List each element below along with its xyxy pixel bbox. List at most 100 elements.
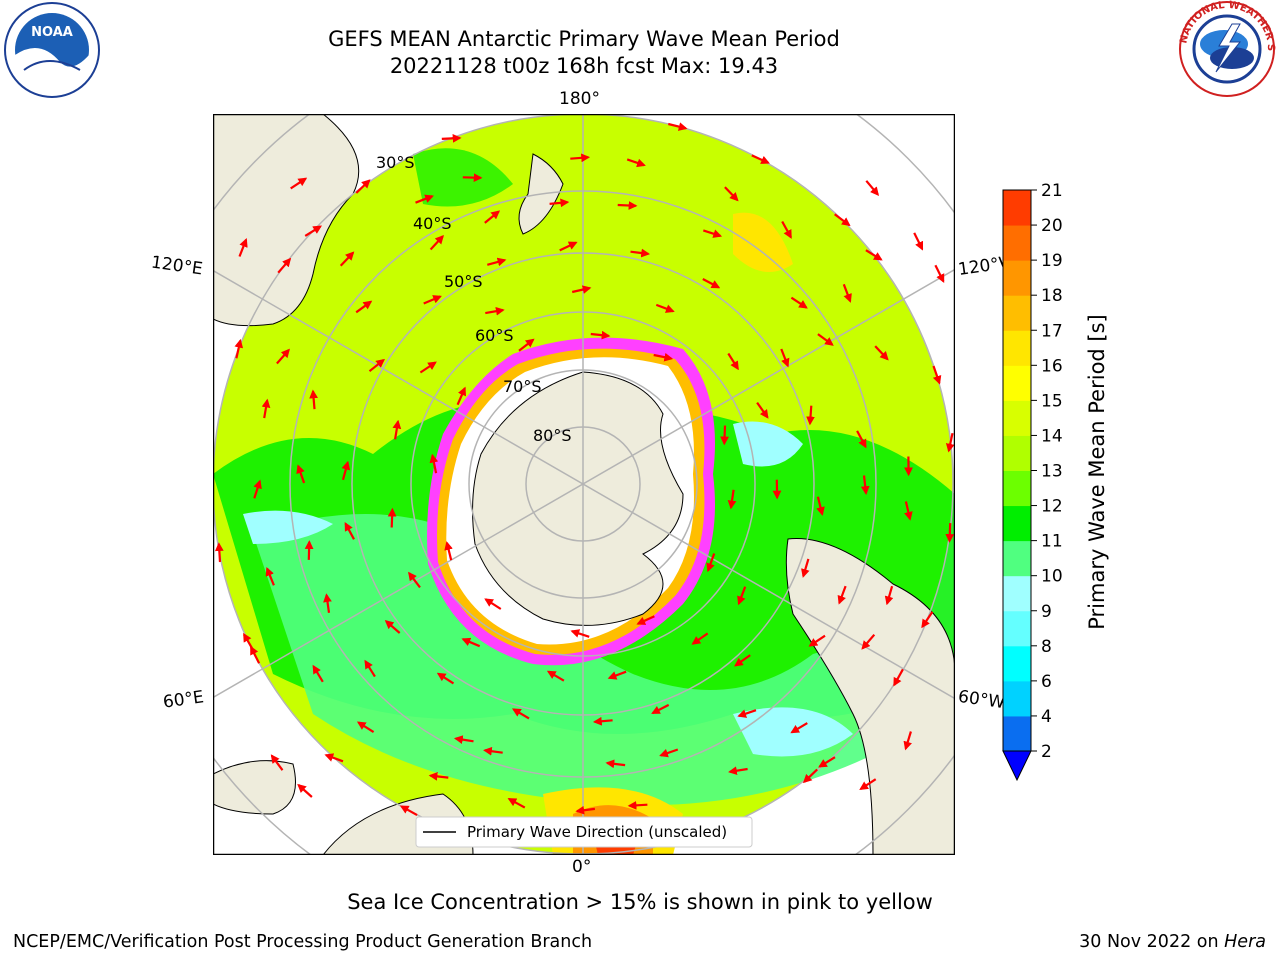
wave-direction-arrow: [570, 153, 591, 163]
colorbar-segment: [1003, 295, 1031, 331]
noaa-logo-text: NOAA: [31, 25, 73, 40]
wave-direction-arrow: [780, 348, 790, 368]
plot-subtitle: 20221128 t00z 168h fcst Max: 19.43: [389, 54, 779, 78]
legend-label: Primary Wave Direction (unscaled): [467, 823, 727, 841]
wave-direction-arrow: [429, 235, 444, 251]
wave-direction-arrow: [290, 177, 308, 190]
lat-label-80s: 80°S: [533, 426, 572, 445]
wave-direction-arrow: [324, 753, 344, 763]
wave-direction-arrow: [751, 154, 770, 164]
wave-direction-arrow: [945, 523, 955, 543]
footer-caption: Sea Ice Concentration > 15% is shown in …: [347, 890, 933, 914]
wave-direction-arrow: [617, 201, 638, 210]
wave-direction-arrow: [860, 475, 870, 496]
wave-direction-arrow: [441, 133, 462, 143]
colorbar-tick-label: 13: [1041, 462, 1063, 482]
colorbar-segment: [1003, 610, 1031, 647]
wave-direction-arrow: [484, 210, 501, 224]
wave-direction-arrow: [429, 453, 439, 474]
colorbar-segment: [1003, 540, 1031, 577]
wave-direction-arrow: [934, 264, 945, 283]
wave-direction-arrow: [904, 501, 913, 521]
lat-label-30s: 30°S: [376, 153, 415, 172]
wave-direction-arrow: [653, 352, 674, 362]
footer-date: 30 Nov 2022 on Hera: [1079, 932, 1266, 952]
wave-direction-arrow: [559, 241, 578, 252]
wave-direction-arrow: [859, 778, 877, 790]
wave-direction-arrow: [276, 348, 290, 365]
colorbar-tick-label: 10: [1041, 567, 1063, 587]
wave-direction-arrow: [702, 278, 721, 289]
colorbar-tick-label: 18: [1041, 286, 1063, 306]
wave-direction-arrow: [607, 670, 627, 680]
wave-direction-arrow: [518, 338, 535, 352]
wave-direction-arrow: [856, 430, 867, 449]
wave-direction-arrow: [304, 540, 314, 560]
lon-label-60e: 60°E: [161, 687, 206, 713]
lat-label-40s: 40°S: [413, 214, 452, 233]
lat-label-50s: 50°S: [444, 272, 483, 291]
colorbar-tick-label: 11: [1041, 532, 1063, 552]
wave-direction-arrow: [630, 248, 651, 258]
colorbar-tick-label: 6: [1041, 672, 1052, 692]
wave-direction-arrow: [265, 566, 275, 586]
wave-field-patch: [733, 421, 803, 467]
wave-direction-arrow: [818, 756, 836, 768]
wave-field-patch: [243, 510, 333, 544]
wave-direction-arrow: [461, 637, 481, 648]
wave-direction-arrow: [507, 797, 526, 809]
wave-direction-arrow: [214, 542, 224, 563]
wave-direction-arrow: [341, 460, 351, 481]
nws-logo: NATIONAL WEATHER SERVICE: [1174, 0, 1276, 97]
colorbar-under-triangle: [1002, 750, 1032, 782]
wave-direction-arrow: [549, 198, 570, 208]
wave-direction-arrow: [651, 703, 670, 715]
wave-direction-arrow: [790, 722, 808, 734]
wave-direction-arrow: [415, 194, 434, 204]
wave-direction-arrow: [571, 285, 592, 294]
wave-direction-arrow: [436, 672, 455, 685]
wave-direction-arrow: [874, 345, 889, 361]
wave-direction-arrow: [627, 800, 648, 810]
colorbar-segment: [1003, 260, 1031, 296]
wave-direction-arrow: [801, 558, 810, 578]
wave-direction-arrow: [356, 721, 375, 734]
colorbar-tick-label: 4: [1041, 707, 1052, 727]
wave-direction-arrow: [419, 361, 437, 374]
colorbar-segment: [1003, 645, 1031, 682]
south-america-landmass: [785, 538, 955, 855]
wave-direction-arrow: [837, 585, 847, 605]
lon-label-180: 180°: [559, 89, 600, 109]
colorbar-ticks: 2 4 6 8 9 10 11 12 13 14 15 16 17 18 19 20 21: [1031, 181, 1063, 762]
footer-host: Hera: [1224, 932, 1266, 952]
colorbar-segment: [1003, 575, 1031, 612]
colorbar-segments: [1003, 190, 1031, 752]
wave-direction-arrow: [456, 386, 467, 406]
wave-direction-arrow: [234, 338, 244, 359]
colorbar-tick-label: 12: [1041, 497, 1063, 517]
wave-direction-arrow: [727, 352, 739, 371]
wave-direction-arrow: [309, 389, 318, 410]
wave-direction-arrow: [270, 754, 284, 771]
wave-direction-arrow: [626, 158, 646, 168]
wave-field-patch: [733, 212, 793, 272]
wave-direction-arrow: [893, 668, 904, 687]
wave-direction-arrow: [636, 615, 655, 625]
wave-direction-arrow: [484, 598, 502, 610]
wave-direction-arrow: [720, 425, 729, 446]
wave-direction-arrow: [702, 229, 723, 238]
wave-direction-arrow: [304, 225, 322, 237]
colorbar-tick-label: 9: [1041, 602, 1052, 622]
wave-direction-arrows: [214, 122, 955, 836]
colorbar-segment: [1003, 470, 1031, 507]
wave-direction-arrow: [668, 122, 688, 131]
madagascar-landmass: [213, 760, 296, 815]
wave-direction-arrow: [511, 708, 530, 720]
wave-direction-arrow: [724, 186, 739, 202]
wave-direction-arrow: [355, 179, 371, 194]
wave-direction-arrow: [485, 306, 505, 316]
wave-direction-arrow: [592, 716, 613, 726]
colorbar-segment: [1003, 715, 1031, 752]
colorbar-segment: [1003, 400, 1031, 436]
wave-direction-arrow: [570, 629, 590, 638]
